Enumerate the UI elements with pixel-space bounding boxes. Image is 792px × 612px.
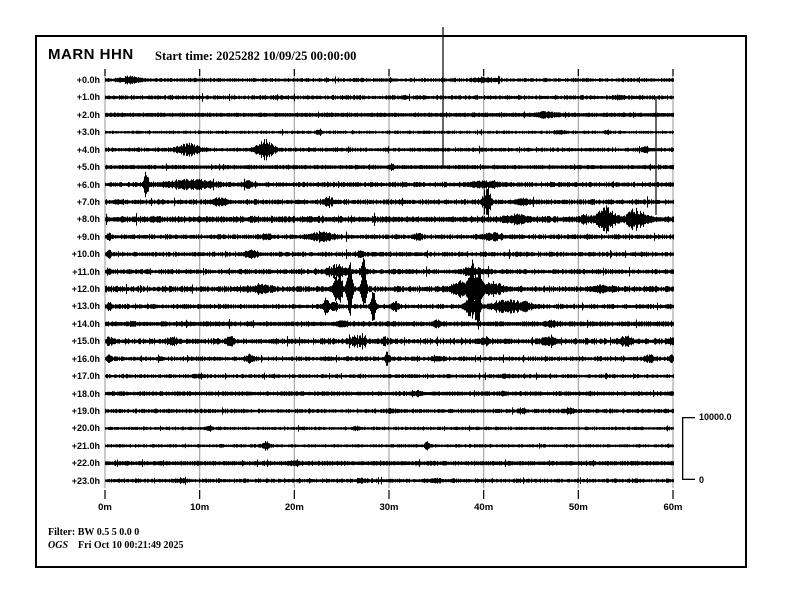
hour-label: +2.0h [76,109,100,120]
minute-label: 20m [284,502,304,513]
hour-label: +21.0h [71,440,100,451]
outer-frame [35,35,747,568]
hour-label: +13.0h [71,301,100,312]
minute-label: 30m [379,502,399,513]
hour-label: +1.0h [76,92,100,103]
hour-label: +5.0h [76,162,100,173]
hour-label: +19.0h [71,405,100,416]
hour-label: +17.0h [71,371,100,382]
hour-label: +22.0h [71,458,100,469]
station-title: MARN HHN [48,46,134,63]
hour-label: +23.0h [71,475,100,486]
hour-label: +8.0h [76,214,100,225]
hour-label: +20.0h [71,423,100,434]
scale-min-label: 0 [699,475,705,485]
footer-line: OGS Fri Oct 10 00:21:49 2025 [48,540,184,551]
generated-timestamp: Fri Oct 10 00:21:49 2025 [78,540,184,551]
hour-label: +12.0h [71,284,100,295]
hour-label: +14.0h [71,318,100,329]
minute-label: 60m [663,502,683,513]
hour-label: +16.0h [71,353,100,364]
hour-label: +6.0h [76,179,100,190]
minute-label: 0m [98,502,112,513]
hour-label: +10.0h [71,249,100,260]
minute-label: 10m [190,502,210,513]
hour-label: +4.0h [76,144,100,155]
filter-info: Filter: BW 0.5 5 0.0 0 [48,527,140,538]
minute-label: 40m [474,502,494,513]
hour-label: +0.0h [76,75,100,85]
hour-label: +7.0h [76,196,100,207]
minute-label: 50m [568,502,588,513]
agency-label: OGS [48,540,69,551]
hour-label: +3.0h [76,127,100,138]
hour-label: +11.0h [72,266,100,277]
start-time-label: Start time: 2025282 10/09/25 00:00:00 [155,49,357,63]
hour-label: +9.0h [76,231,100,242]
hour-label: +18.0h [71,388,100,399]
scale-max-label: 10000.0 [699,412,732,422]
hour-label: +15.0h [71,336,100,347]
